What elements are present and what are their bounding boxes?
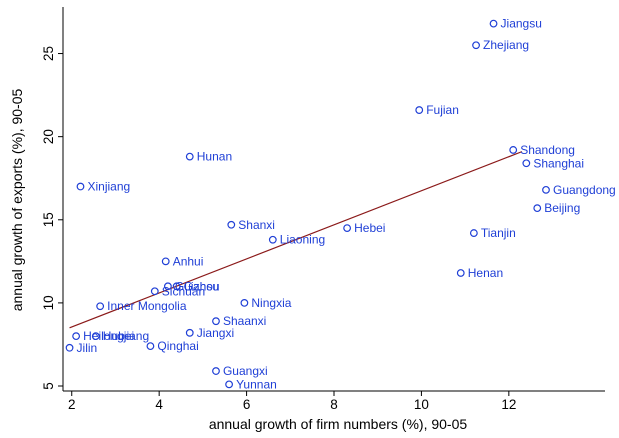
x-tick-label: 10 <box>414 397 429 412</box>
data-point <box>542 185 550 194</box>
data-point <box>91 332 100 341</box>
data-point-label: Hebei <box>354 221 385 235</box>
data-point-label: Anhui <box>173 254 204 268</box>
data-point <box>533 204 542 213</box>
data-point-label: Jiangxi <box>197 326 234 340</box>
data-point <box>227 220 236 229</box>
data-point-label: Jiangsu <box>501 17 542 31</box>
x-axis-title: annual growth of firm numbers (%), 90-05 <box>209 416 468 432</box>
data-point <box>212 367 220 375</box>
data-point-label: Fujian <box>426 103 459 117</box>
data-point-label: Sichuan <box>162 284 205 298</box>
data-point-label: Shaanxi <box>223 314 266 328</box>
data-point <box>185 328 194 337</box>
data-point-label: Tianjin <box>481 226 516 240</box>
data-point-label: Beijing <box>544 201 580 215</box>
data-point <box>212 317 220 326</box>
x-tick-label: 2 <box>68 397 76 412</box>
data-point <box>472 41 480 50</box>
data-point-label: Shanxi <box>238 218 275 232</box>
y-axis-title: annual growth of exports (%), 90-05 <box>9 89 25 312</box>
data-point-label: Ningxia <box>251 296 291 310</box>
data-point-label: Yunnan <box>236 377 277 391</box>
data-point <box>225 380 233 389</box>
data-point <box>65 343 74 352</box>
y-tick-label: 25 <box>41 46 56 61</box>
data-point-label: Inner Mongolia <box>107 299 187 313</box>
data-point-label: Henan <box>468 266 503 280</box>
data-point-label: Liaoning <box>280 233 325 247</box>
data-point <box>150 287 159 296</box>
data-point <box>96 302 105 311</box>
data-point-label: Guangdong <box>553 183 616 197</box>
fit-line <box>69 151 523 329</box>
fit-line-group <box>69 151 523 329</box>
data-point-label: Zhejiang <box>483 38 529 52</box>
data-point-label: Jilin <box>77 341 98 355</box>
data-point <box>72 332 81 341</box>
axes: 2 4 6 8 10 12 5 10 15 20 25 <box>41 7 605 412</box>
y-tick-label: 10 <box>41 295 56 310</box>
y-tick-label: 20 <box>41 129 56 144</box>
data-point-label: Shandong <box>520 143 575 157</box>
x-tick-label: 4 <box>155 397 163 412</box>
data-point-label: Gansu <box>184 279 219 293</box>
y-tick-label: 15 <box>41 212 56 227</box>
data-point-label: Qinghai <box>157 339 198 353</box>
data-point <box>469 229 478 237</box>
data-point <box>489 19 498 28</box>
data-point <box>522 159 531 168</box>
y-tick-label: 5 <box>41 382 56 390</box>
data-point <box>76 182 85 191</box>
data-point-label: Guizhou <box>175 279 220 293</box>
data-point <box>172 282 181 291</box>
data-point <box>415 106 424 114</box>
data-point <box>456 269 465 277</box>
data-point <box>268 235 277 244</box>
data-point <box>509 146 518 154</box>
x-tick-label: 12 <box>501 397 516 412</box>
x-tick-label: 8 <box>330 397 338 412</box>
data-point <box>240 298 249 307</box>
data-point-label: Xinjiang <box>87 180 130 194</box>
data-point <box>146 342 155 351</box>
data-point <box>161 257 170 266</box>
data-point <box>164 282 172 291</box>
data-point <box>343 224 352 232</box>
data-point-label: Hubei <box>103 329 134 343</box>
data-point <box>185 152 194 161</box>
data-point-label: Guangxi <box>223 364 268 378</box>
data-point-label: Heilongjiang <box>83 329 149 343</box>
data-point-label: Hunan <box>197 150 232 164</box>
data-point-label: Shanghai <box>533 156 584 170</box>
x-tick-label: 6 <box>243 397 251 412</box>
